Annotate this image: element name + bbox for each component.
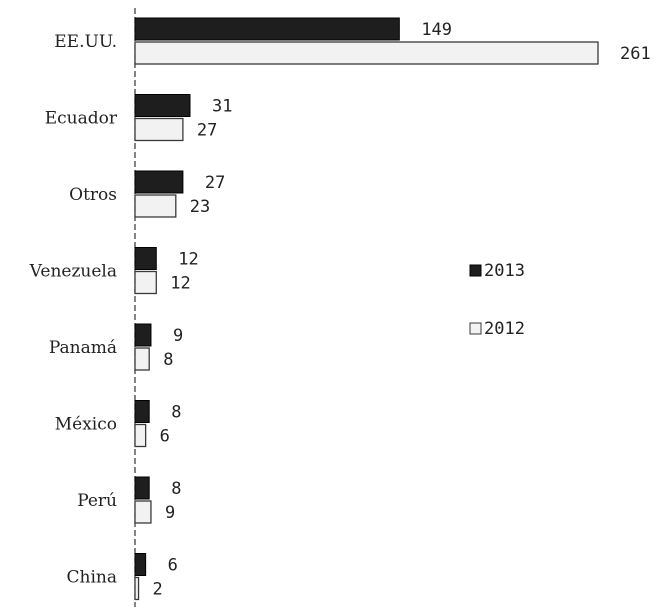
bar-2012 xyxy=(134,41,599,65)
data-label-2013: 8 xyxy=(171,403,181,423)
data-label-2013: 9 xyxy=(173,326,183,346)
legend-label-2012: 2012 xyxy=(484,319,525,339)
bar-2012 xyxy=(134,347,150,371)
legend: 2013 2012 xyxy=(469,261,525,339)
bar-2012 xyxy=(134,423,147,448)
category-label: Perú xyxy=(77,491,117,511)
bar-2013 xyxy=(134,476,150,500)
legend-label-2013: 2013 xyxy=(484,261,525,281)
bar-2013 xyxy=(134,323,152,347)
category-label: Ecuador xyxy=(45,109,118,129)
data-label-2012: 23 xyxy=(190,197,210,217)
data-label-2012: 27 xyxy=(197,121,217,141)
legend-swatch-2012 xyxy=(469,322,482,335)
data-label-2013: 31 xyxy=(212,97,232,117)
data-label-2012: 9 xyxy=(165,503,175,523)
data-label-2012: 8 xyxy=(163,350,173,370)
category-label: México xyxy=(55,415,117,435)
bar-2012 xyxy=(134,194,177,218)
bar-2012 xyxy=(134,500,152,524)
bar-2013 xyxy=(134,94,191,117)
legend-swatch-2013 xyxy=(469,264,482,277)
data-label-2012: 2 xyxy=(153,580,163,600)
bar-2013 xyxy=(134,170,184,194)
category-label: Venezuela xyxy=(29,262,117,282)
axis-layer: EE.UU. Ecuador Otros Venezuela Panamá México P… xyxy=(29,8,136,607)
bar-2012 xyxy=(134,576,140,601)
bar-2012 xyxy=(134,117,184,142)
category-label: EE.UU. xyxy=(54,32,117,52)
data-label-2013: 149 xyxy=(421,20,452,40)
bar-2012 xyxy=(134,270,157,295)
category-label: China xyxy=(67,568,117,588)
data-label-2013: 12 xyxy=(178,250,198,270)
category-label: Otros xyxy=(69,185,117,205)
data-label-2012: 12 xyxy=(170,274,190,294)
data-label-2013: 27 xyxy=(205,173,225,193)
bar-2013 xyxy=(134,400,150,423)
data-label-2012: 261 xyxy=(620,44,651,64)
data-label-2013: 8 xyxy=(171,479,181,499)
bar-2013 xyxy=(134,17,400,41)
bar-2013 xyxy=(134,553,147,576)
bar-2013 xyxy=(134,247,157,270)
data-label-2013: 6 xyxy=(168,556,178,576)
category-label: Panamá xyxy=(49,338,117,358)
data-label-2012: 6 xyxy=(160,427,170,447)
